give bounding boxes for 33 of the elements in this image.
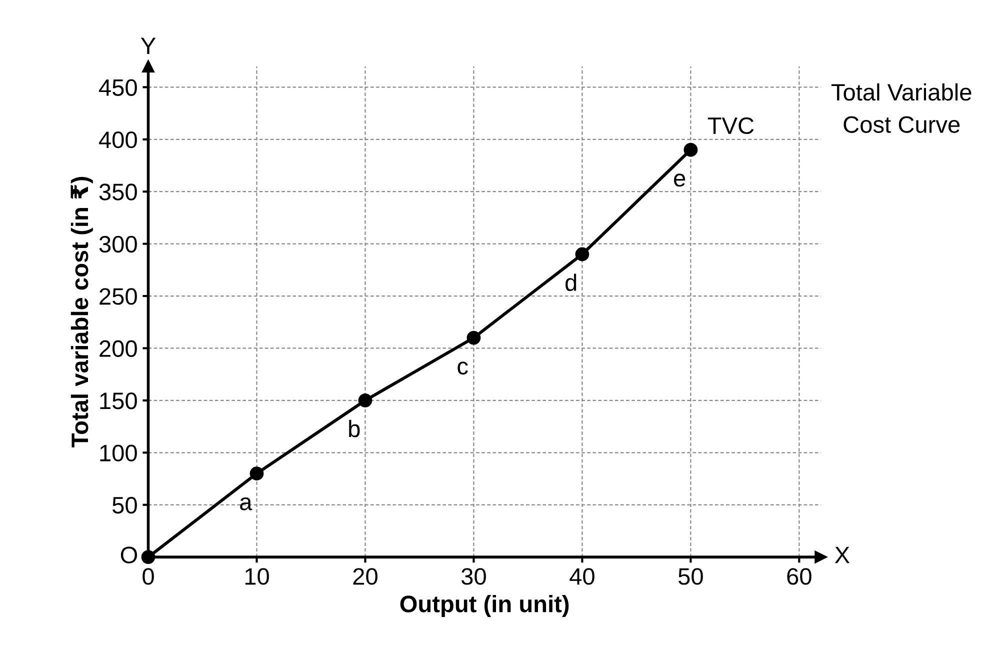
x-tick-label: 10 (245, 568, 269, 585)
x-tick-label: 50 (678, 568, 703, 585)
point (250, 466, 264, 480)
y-tick-label: 450 (98, 79, 137, 96)
point (358, 393, 372, 408)
y-tick-label: 300 (99, 236, 137, 253)
x-tick-label: 20 (353, 568, 378, 585)
y-tick-label: 250 (100, 288, 137, 305)
text: Y (140, 38, 156, 54)
annotation: c (458, 362, 468, 375)
text: X (834, 546, 850, 564)
point (575, 247, 590, 262)
text: Total Variable Cost Curve (831, 83, 972, 133)
point (684, 142, 698, 157)
annotation: b (349, 420, 360, 438)
x-tick-label: 0 (142, 568, 154, 585)
y-axis-title: Total variable cost (in ₹) (70, 176, 93, 448)
x-tick-label: 40 (570, 568, 594, 585)
x-axis-title: Output (in unit) (400, 595, 569, 618)
y-tick-label: 100 (100, 444, 137, 462)
annotation: d (566, 274, 576, 292)
series-label: TVC (708, 117, 754, 134)
text: O (120, 546, 138, 564)
annotation: e (674, 174, 686, 187)
point (466, 330, 481, 345)
x-tick-label: 30 (461, 568, 486, 585)
y-tick-label: 50 (112, 496, 137, 514)
x-tick-label: 60 (787, 568, 812, 585)
y-tick-label: 350 (99, 184, 137, 200)
y-tick-label: 150 (100, 392, 137, 410)
y-tick-label: 400 (98, 131, 137, 148)
annotation: a (240, 497, 252, 510)
y-tick-label: 200 (100, 340, 137, 358)
